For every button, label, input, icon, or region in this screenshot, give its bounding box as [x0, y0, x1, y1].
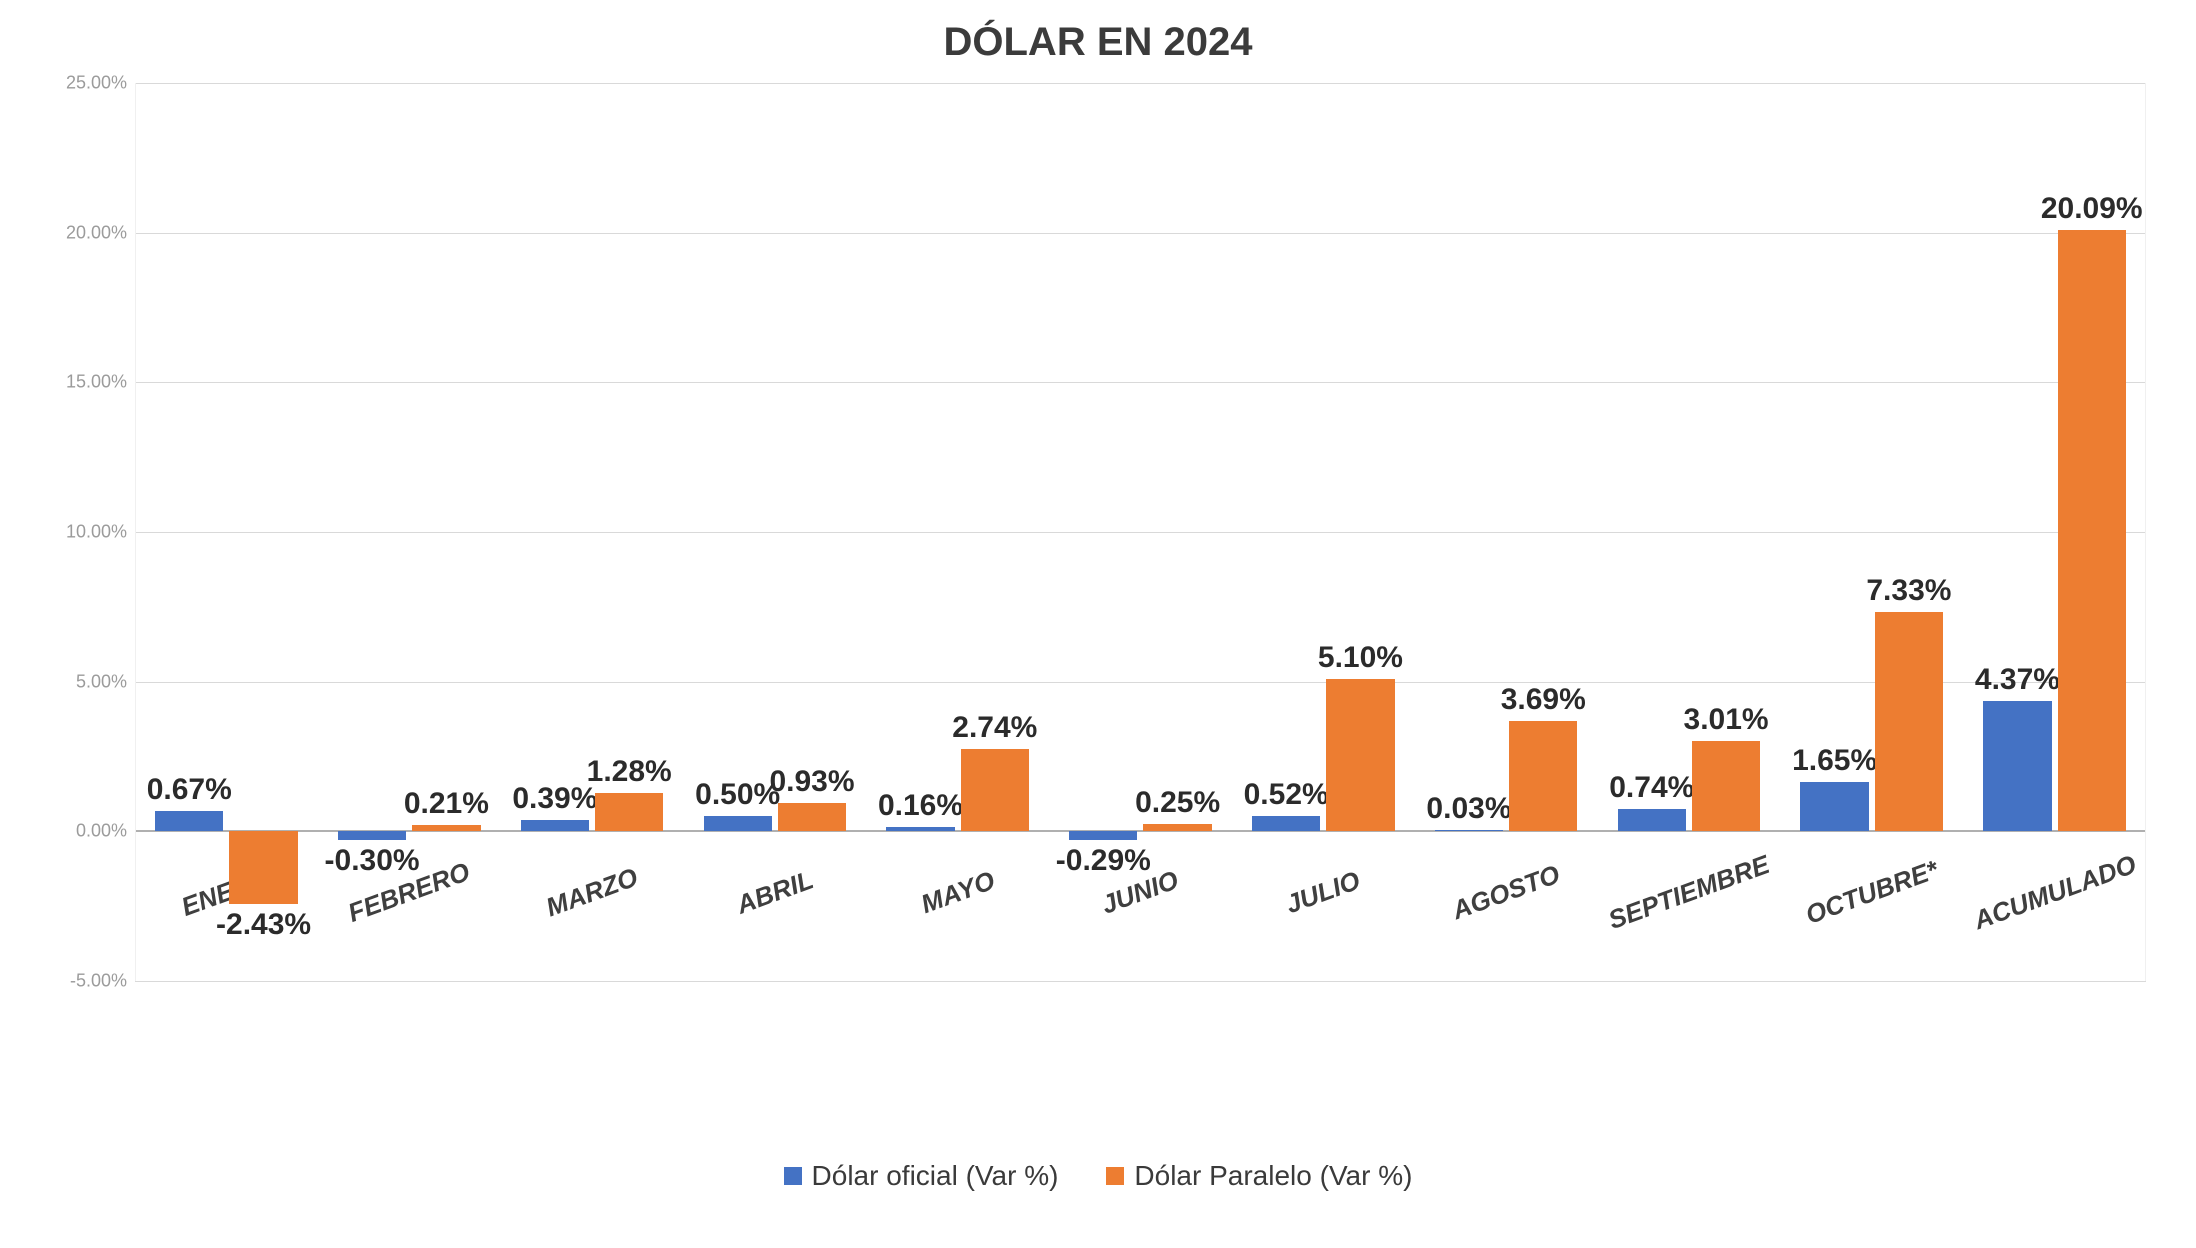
bar-group: AGOSTO 0.03% 3.69%: [1415, 83, 1598, 981]
data-label: -2.43%: [216, 908, 311, 942]
legend-label: Dólar oficial (Var %): [812, 1151, 1059, 1201]
bar-series-oficial: [1252, 816, 1320, 832]
y-tick-label: 20.00%: [66, 222, 135, 243]
bar-series-paralelo: [229, 831, 297, 904]
y-tick-label: -5.00%: [70, 971, 135, 992]
bar-group: ABRIL 0.50%0.93%: [683, 83, 866, 981]
bar-series-oficial: [521, 820, 589, 832]
data-label: 3.69%: [1501, 683, 1586, 717]
category-label: SEPTIEMBRE: [1604, 849, 1773, 936]
data-label: 4.37%: [1975, 663, 2060, 697]
plot-area: -5.00%0.00%5.00%10.00%15.00%20.00%25.00%…: [135, 83, 2146, 981]
bar-group: JUNIO-0.29%0.25%: [1049, 83, 1232, 981]
bar-series-paralelo: [595, 793, 663, 831]
bar-series-paralelo: [1509, 721, 1577, 831]
category-label: OCTUBRE*: [1801, 855, 1942, 932]
legend-swatch: [784, 1167, 802, 1185]
data-label: 0.25%: [1135, 786, 1220, 820]
bar-series-oficial: [1435, 830, 1503, 831]
chart-title: DÓLAR EN 2024: [30, 20, 2166, 65]
y-tick-label: 10.00%: [66, 522, 135, 543]
data-label: 0.16%: [878, 789, 963, 823]
data-label: 0.39%: [512, 782, 597, 816]
bar-series-oficial: [155, 811, 223, 831]
bar-series-paralelo: [1875, 612, 1943, 831]
gridline: [135, 981, 2146, 982]
legend-label: Dólar Paralelo (Var %): [1134, 1151, 1412, 1201]
data-label: -0.30%: [325, 844, 420, 878]
data-label: 0.52%: [1244, 778, 1329, 812]
y-tick-label: 5.00%: [76, 671, 135, 692]
bar-group: FEBRERO-0.30%0.21%: [318, 83, 501, 981]
bar-series-paralelo: [1692, 741, 1760, 831]
data-label: 3.01%: [1684, 703, 1769, 737]
bar-series-oficial: [1069, 831, 1137, 840]
category-label: MAYO: [917, 865, 999, 920]
legend: Dólar oficial (Var %) Dólar Paralelo (Var…: [30, 1151, 2166, 1201]
data-label: 1.28%: [587, 755, 672, 789]
bar-group: ENERO0.67%-2.43%: [135, 83, 318, 981]
data-label: -0.29%: [1056, 844, 1151, 878]
legend-item: Dólar oficial (Var %): [784, 1151, 1059, 1201]
bar-group: MAYO 0.16% 2.74%: [866, 83, 1049, 981]
data-label: 2.74%: [952, 711, 1037, 745]
chart-container: DÓLAR EN 2024 -5.00% 0.00% 5.00% 10.00% 15.0…: [0, 0, 2196, 1248]
category-label: AGOSTO: [1448, 859, 1564, 927]
bar-series-oficial: [1618, 809, 1686, 831]
y-tick-label: 25.00%: [66, 73, 135, 94]
data-label: 0.50%: [695, 778, 780, 812]
bar-series-paralelo: [1143, 824, 1211, 831]
data-label: 0.93%: [769, 765, 854, 799]
category-label: ABRIL: [732, 865, 817, 921]
category-label: MARZO: [542, 862, 642, 924]
category-label: ACUMULADO: [1969, 849, 2140, 936]
bar-series-oficial: [886, 827, 954, 832]
bar-series-oficial: [338, 831, 406, 840]
data-label: 1.65%: [1792, 744, 1877, 778]
bar-group: OCTUBRE* 1.65% 7.33%: [1780, 83, 1963, 981]
bar-series-paralelo: [2058, 230, 2126, 831]
y-tick-label: 15.00%: [66, 372, 135, 393]
bar-series-paralelo: [961, 749, 1029, 831]
legend-item: Dólar Paralelo (Var %): [1106, 1151, 1412, 1201]
bar-series-paralelo: [778, 803, 846, 831]
category-label: JULIO: [1282, 865, 1365, 920]
bar-group: MARZO 0.39%1.28%: [501, 83, 684, 981]
data-label: 20.09%: [2041, 192, 2143, 226]
bar-group: JULIO 0.52% 5.10%: [1232, 83, 1415, 981]
bar-series-paralelo: [412, 825, 480, 831]
bar-series-oficial: [704, 816, 772, 831]
bar-group: SEPTIEMBRE 0.74% 3.01%: [1598, 83, 1781, 981]
data-label: 7.33%: [1866, 574, 1951, 608]
bar-series-paralelo: [1326, 679, 1394, 832]
plot-outer: -5.00% 0.00% 5.00% 10.00% 15.00% 20.00% 25.00%…: [30, 73, 2166, 1201]
legend-swatch: [1106, 1167, 1124, 1185]
data-label: 0.67%: [147, 773, 232, 807]
data-label: 5.10%: [1318, 641, 1403, 675]
bar-series-oficial: [1800, 782, 1868, 831]
data-label: 0.03%: [1426, 792, 1511, 826]
data-label: 0.74%: [1609, 771, 1694, 805]
bar-series-oficial: [1983, 701, 2051, 832]
bar-group: ACUMULADO 4.37% 20.09%: [1963, 83, 2146, 981]
data-label: 0.21%: [404, 787, 489, 821]
y-tick-label: 0.00%: [76, 821, 135, 842]
